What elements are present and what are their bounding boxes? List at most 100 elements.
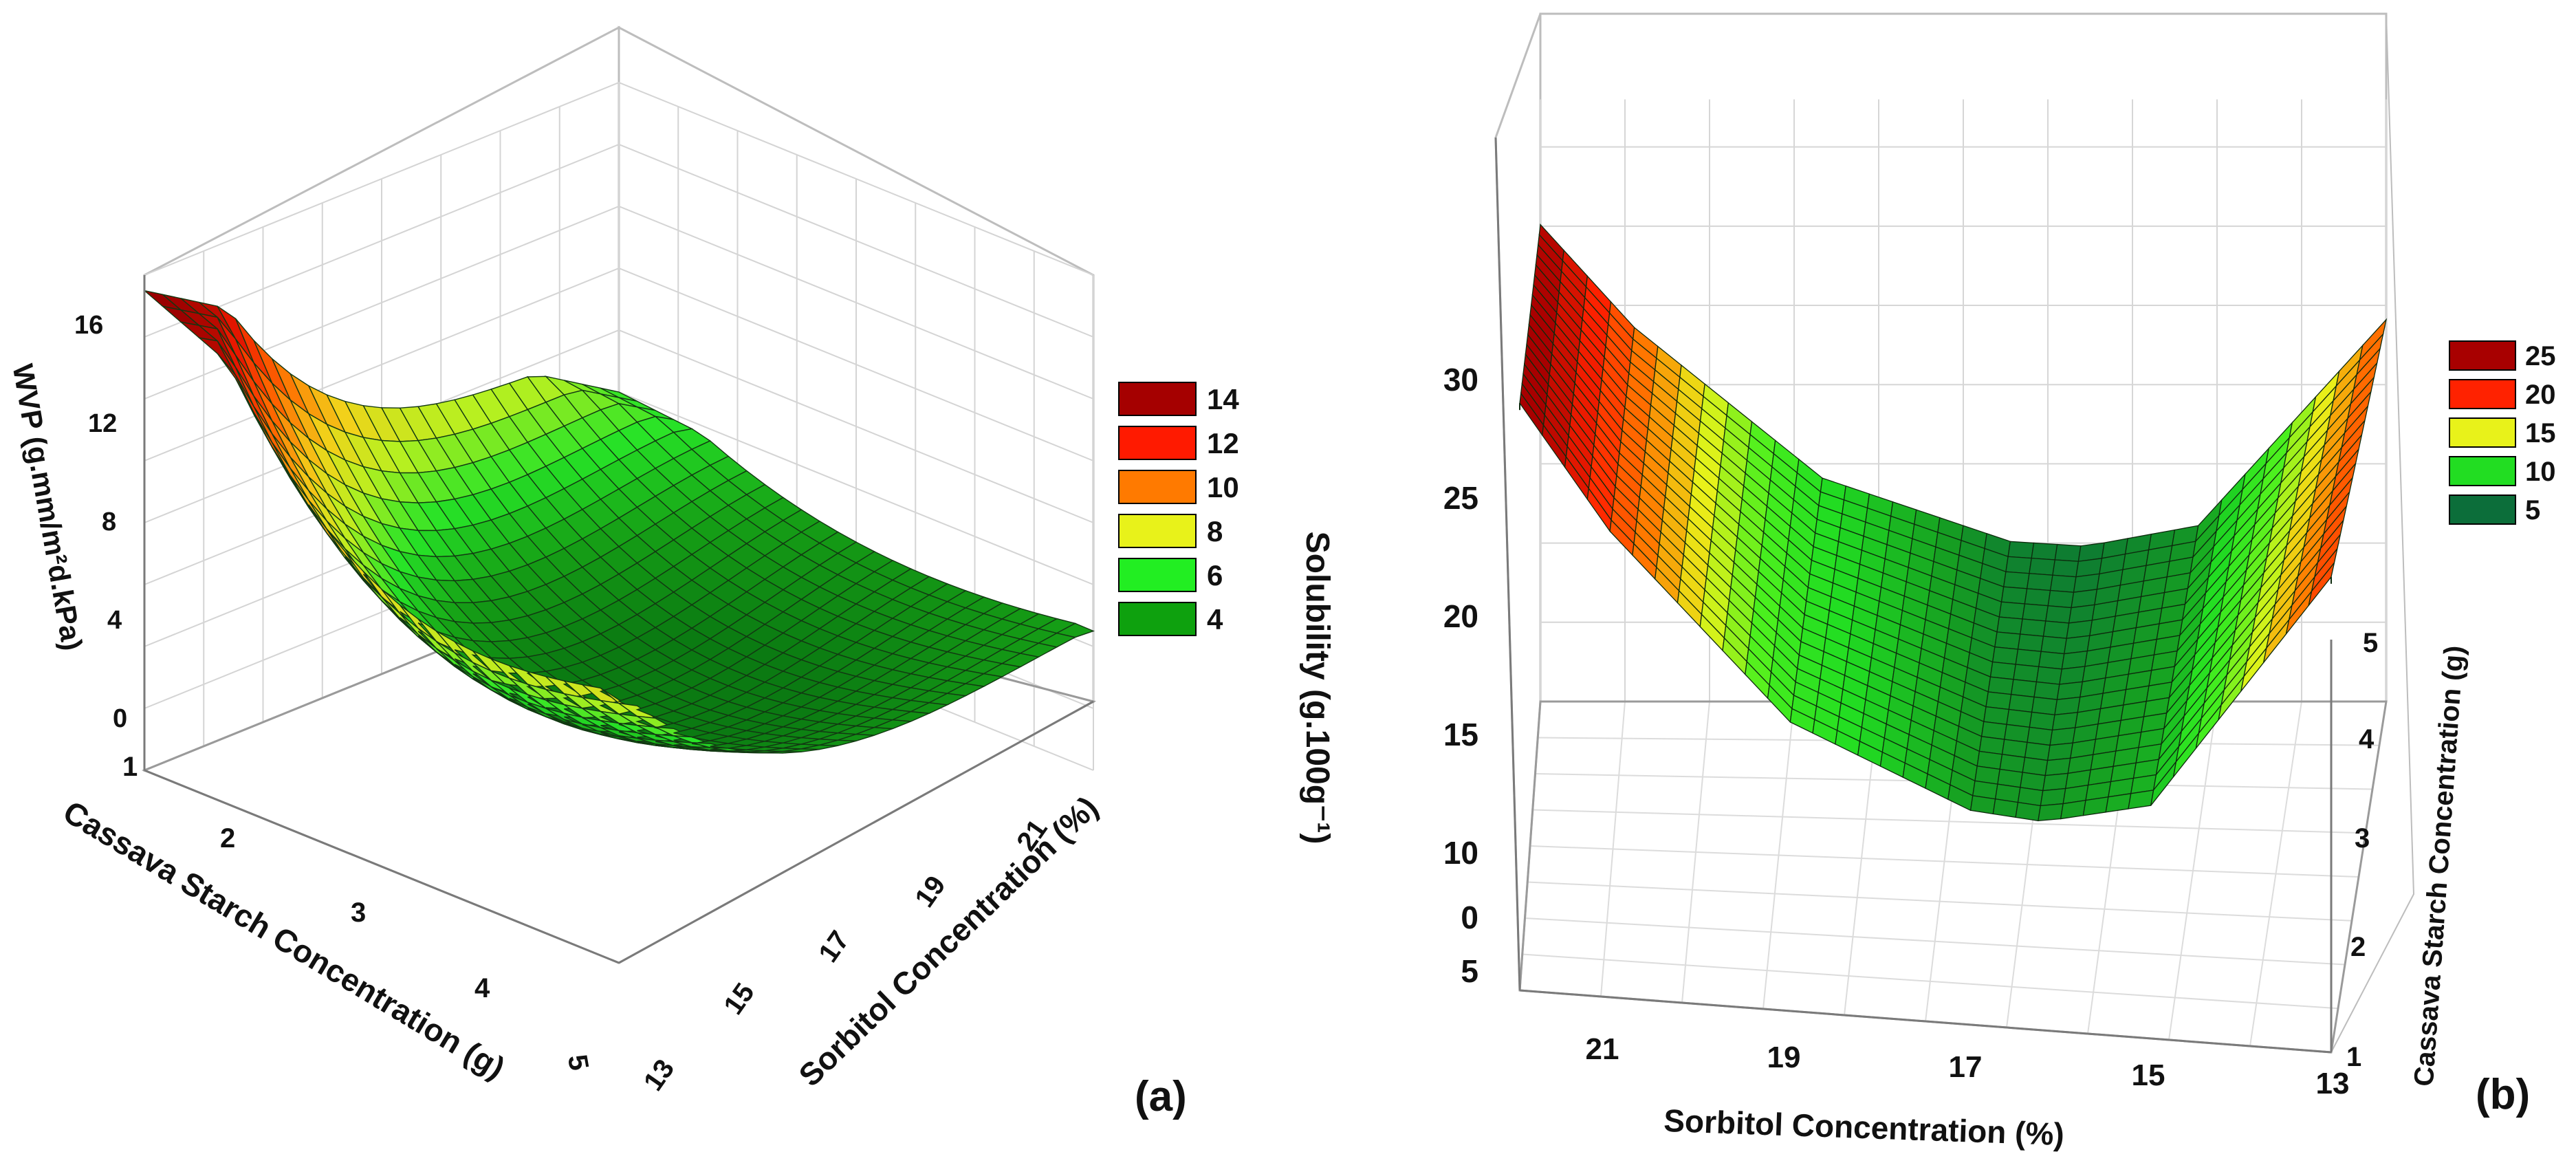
legend-swatch	[2449, 417, 2516, 448]
legend-item: 14	[1118, 382, 1239, 416]
legend-item: 25	[2449, 340, 2556, 371]
legend-label: 25	[2525, 341, 2556, 371]
grid-line	[1532, 809, 2366, 834]
surface-cell	[2054, 543, 2082, 562]
grid-line	[1522, 953, 2339, 1010]
solubility-z-tick: 30	[1443, 362, 1478, 398]
solubility-z-tick: 10	[1443, 835, 1478, 871]
solubility-z-ticks: 30 25 20 15 10 5 0	[1443, 362, 1478, 989]
legend-label: 6	[1207, 559, 1223, 591]
surface-cell	[1991, 646, 2019, 665]
surface-cell	[2308, 562, 2335, 606]
surface-cell	[2029, 557, 2056, 576]
solubility-z-tick: 5	[1461, 953, 1478, 989]
surface-cell	[2002, 571, 2030, 589]
legend-item: 6	[1118, 558, 1223, 592]
legend-swatch	[1118, 426, 1197, 460]
legend-label: 20	[2525, 380, 2556, 410]
legend-item: 12	[1118, 426, 1239, 460]
wvp-z-tick: 4	[107, 606, 122, 635]
legend-swatch	[1118, 382, 1197, 416]
legend-swatch	[2449, 340, 2516, 371]
wvp-starch-tick: 1	[122, 752, 138, 782]
surface-cell	[2105, 793, 2132, 813]
wvp-legend: 14 12 10 8 6 4	[1118, 382, 1239, 636]
wvp-starch-tick: 3	[351, 898, 366, 928]
legend-swatch	[1118, 602, 1197, 636]
legend-swatch	[1118, 558, 1197, 592]
surface-cell	[2049, 574, 2077, 593]
wvp-z-tick: 8	[102, 508, 116, 536]
surface-cell	[2047, 589, 2075, 609]
solubility-starch-ticks: 1 2 3 4 5	[2346, 628, 2378, 1072]
surface-cell	[2005, 556, 2032, 574]
panel-label-a: (a)	[1135, 1073, 1187, 1120]
surface-cell	[1969, 795, 1996, 815]
legend-label: 15	[2525, 418, 2556, 448]
wvp-z-tick: 16	[74, 311, 103, 340]
legend-swatch	[1118, 470, 1197, 504]
wvp-z-tick: 12	[88, 409, 117, 438]
surface-cell	[2052, 559, 2080, 578]
solubility-z-axis-title: Solubility (g.100g⁻¹)	[1299, 532, 1335, 845]
surface-cell	[2031, 542, 2058, 561]
surface-cell	[1996, 616, 2023, 635]
solubility-starch-tick: 1	[2346, 1042, 2361, 1072]
surface-cell	[2060, 799, 2086, 820]
wvp-starch-tick: 2	[220, 823, 235, 854]
solubility-legend: 25 20 15 10 5	[2449, 340, 2556, 525]
solubility-sorbitol-axis-line	[1519, 989, 2332, 1054]
solubility-sorbitol-tick: 17	[1949, 1050, 1983, 1084]
solubility-sorbitol-ticks: 21 19 17 15 13	[1586, 1032, 2350, 1100]
surface-cell	[2045, 605, 2072, 624]
wvp-starch-tick: 4	[474, 973, 490, 1003]
solubility-starch-tick: 2	[2350, 932, 2366, 962]
solubility-sorbitol-tick: 15	[2132, 1058, 2165, 1092]
solubility-z-tick: 25	[1443, 480, 1478, 516]
legend-label: 8	[1207, 515, 1223, 547]
solubility-z-tick: 0	[1461, 900, 1478, 935]
surface-cell	[1998, 601, 2026, 620]
grid-line	[1525, 917, 2346, 966]
surface-cell	[2038, 803, 2064, 822]
surface-cell	[1055, 622, 1095, 638]
surface-cell	[2024, 588, 2051, 607]
solubility-sorbitol-tick: 21	[1586, 1032, 1619, 1066]
surface-cell	[2007, 541, 2035, 559]
wvp-z-tick: 0	[113, 704, 127, 733]
surface-cell	[2040, 787, 2066, 807]
legend-swatch	[1118, 514, 1197, 548]
legend-item: 15	[2449, 417, 2556, 448]
solubility-starch-tick: 3	[2355, 823, 2370, 854]
legend-item: 8	[1118, 514, 1223, 548]
legend-item: 20	[2449, 379, 2556, 410]
surface-cell	[2033, 681, 2060, 700]
surface-cell	[1992, 798, 2019, 818]
surface-cell	[2015, 649, 2042, 668]
legend-item: 4	[1118, 602, 1223, 636]
surface-cell	[2000, 586, 2028, 605]
surface-cell	[1989, 661, 2016, 680]
legend-item: 10	[1118, 470, 1239, 504]
legend-label: 10	[1207, 471, 1239, 503]
solubility-z-tick: 20	[1443, 598, 1478, 634]
legend-label: 12	[1207, 427, 1239, 459]
grid-line	[1527, 881, 2353, 922]
surface-cell	[2042, 772, 2069, 792]
solubility-response-surface	[1519, 224, 2388, 822]
panel-label-b: (b)	[2476, 1071, 2530, 1118]
wvp-sorbitol-axis-line	[618, 700, 1094, 964]
surface-cell	[2082, 796, 2109, 816]
surface-cell	[2015, 801, 2042, 822]
legend-label: 14	[1207, 383, 1239, 415]
solubility-starch-tick: 5	[2363, 628, 2378, 658]
surface-cell	[2044, 757, 2071, 776]
legend-item: 10	[2449, 456, 2556, 487]
surface-cell	[2040, 635, 2067, 655]
surface-cell	[2026, 573, 2053, 591]
legend-label: 4	[1207, 603, 1223, 635]
surface-cell	[2010, 679, 2038, 698]
surface-cell	[2046, 742, 2074, 761]
legend-swatch	[2449, 494, 2516, 525]
